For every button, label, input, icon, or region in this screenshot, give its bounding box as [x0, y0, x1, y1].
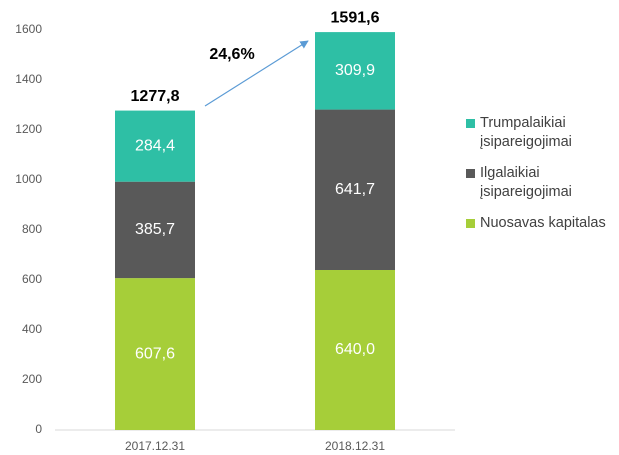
- bar-segment: [115, 110, 195, 182]
- y-tick-label: 400: [22, 322, 42, 336]
- bar-segment: [115, 278, 195, 430]
- data-label: 607,6: [135, 345, 175, 362]
- y-tick-label: 1400: [15, 72, 42, 86]
- legend-item: Trumpalaikiai įsipareigojimai: [466, 114, 576, 152]
- y-tick-label: 1200: [15, 122, 42, 136]
- legend-swatch: [466, 119, 475, 128]
- data-label: 641,7: [335, 181, 375, 198]
- x-tick-label: 2018.12.31: [325, 439, 385, 453]
- data-label: 385,7: [135, 221, 175, 238]
- x-tick-label: 2017.12.31: [125, 439, 185, 453]
- bar-segment: [315, 109, 395, 270]
- total-label: 1591,6: [331, 9, 380, 26]
- legend-item: Ilgalaikiai įsipareigojimai: [466, 164, 576, 202]
- bar-segment: [315, 270, 395, 430]
- y-tick-label: 1600: [15, 22, 42, 36]
- growth-arrow: [204, 40, 309, 107]
- legend: Trumpalaikiai įsipareigojimai Ilgalaikiai…: [466, 114, 616, 245]
- legend-item: Nuosavas kapitalas: [466, 214, 616, 233]
- legend-label: Trumpalaikiai įsipareigojimai: [480, 115, 572, 150]
- growth-annotation: 24,6%: [209, 46, 254, 63]
- y-tick-label: 200: [22, 372, 42, 386]
- data-label: 309,9: [335, 62, 375, 79]
- bar-segment: [315, 32, 395, 110]
- legend-swatch: [466, 219, 475, 228]
- y-tick-label: 0: [35, 422, 42, 436]
- data-label: 284,4: [135, 137, 175, 154]
- legend-label: Nuosavas kapitalas: [480, 215, 606, 231]
- bar-segment: [115, 181, 195, 279]
- y-tick-label: 800: [22, 222, 42, 236]
- y-tick-label: 600: [22, 272, 42, 286]
- legend-label: Ilgalaikiai įsipareigojimai: [480, 165, 572, 200]
- data-label: 640,0: [335, 341, 375, 358]
- legend-swatch: [466, 169, 475, 178]
- total-label: 1277,8: [131, 88, 180, 105]
- y-tick-label: 1000: [15, 172, 42, 186]
